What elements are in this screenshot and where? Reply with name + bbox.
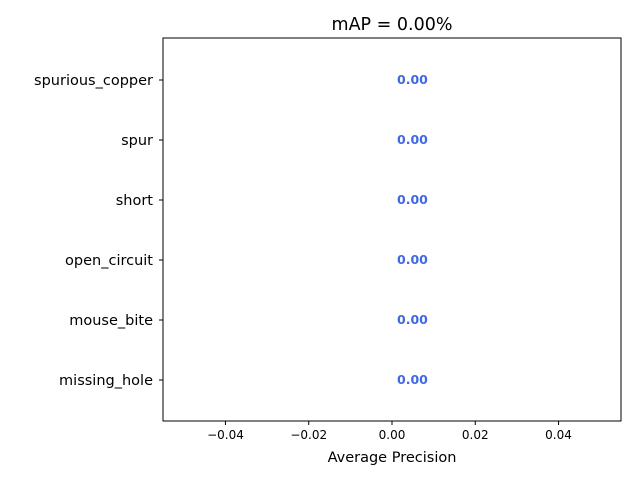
x-tick-label: −0.04 [207,428,244,442]
x-tick-label: 0.00 [379,428,406,442]
value-label: 0.00 [397,372,428,387]
value-label: 0.00 [397,192,428,207]
category-label: short [116,193,154,209]
value-labels: 0.00 0.00 0.00 0.00 0.00 0.00 [397,72,428,387]
x-axis: −0.04 −0.02 0.00 0.02 0.04 [207,421,572,442]
category-label: mouse_bite [69,313,153,329]
plot-frame [162,37,622,422]
x-tick-label: 0.02 [462,428,489,442]
value-label: 0.00 [397,252,428,267]
category-label: missing_hole [59,373,153,389]
category-label: open_circuit [65,253,153,269]
value-label: 0.00 [397,312,428,327]
category-label: spurious_copper [34,73,153,89]
category-label: spur [121,133,153,149]
x-axis-label: Average Precision [328,450,457,466]
value-label: 0.00 [397,72,428,87]
x-tick-label: −0.02 [290,428,327,442]
x-tick-label: 0.04 [545,428,572,442]
value-label: 0.00 [397,132,428,147]
chart-title: mAP = 0.00% [332,15,453,35]
